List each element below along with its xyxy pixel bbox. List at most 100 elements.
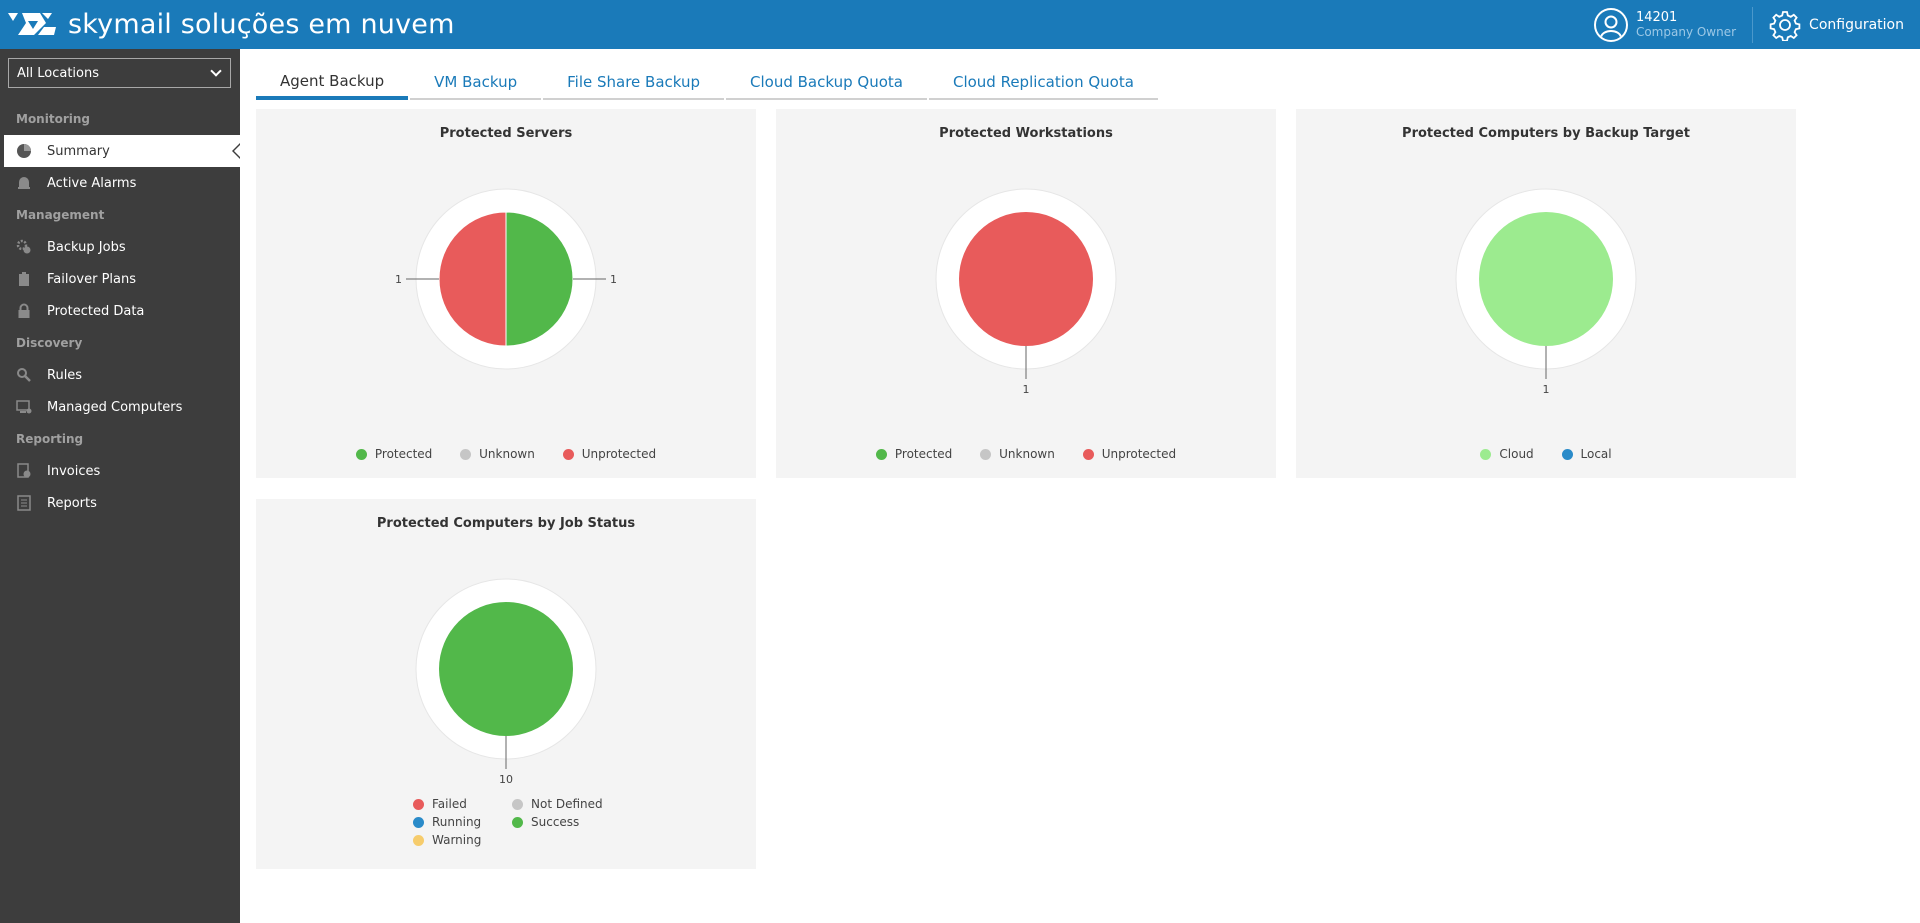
sidebar-item-label: Protected Data bbox=[47, 303, 145, 319]
chart-legend: Failed Not Defined Running Success Warni… bbox=[413, 797, 622, 847]
chevron-down-icon bbox=[210, 65, 222, 77]
backup-tabs: Agent Backup VM Backup File Share Backup… bbox=[256, 66, 1160, 100]
legend-label: Protected bbox=[374, 447, 433, 461]
pie-slice-cloud bbox=[1479, 212, 1613, 346]
sidebar-item-label: Failover Plans bbox=[47, 271, 137, 287]
sidebar-item-managed-computers[interactable]: Managed Computers bbox=[0, 391, 240, 423]
legend-swatch bbox=[1082, 448, 1094, 460]
sidebar-item-label: Backup Jobs bbox=[47, 239, 126, 255]
legend-label: Not Defined bbox=[531, 797, 603, 811]
pie-chart: 10 bbox=[415, 578, 597, 786]
search-gear-icon bbox=[17, 368, 31, 382]
chart-title: Protected Computers by Backup Target bbox=[1402, 126, 1690, 141]
sidebar-item-reports[interactable]: Reports bbox=[0, 487, 240, 519]
pie-slice-success bbox=[439, 602, 573, 736]
chart-title: Protected Computers by Job Status bbox=[376, 516, 636, 531]
sidebar-item-active-alarms[interactable]: Active Alarms bbox=[0, 167, 240, 199]
legend-swatch bbox=[562, 448, 574, 460]
computer-gear-icon bbox=[16, 400, 32, 414]
legend-item-unknown[interactable]: Unknown bbox=[980, 447, 1055, 461]
data-label: 1 bbox=[1543, 383, 1550, 396]
legend-label: Protected bbox=[894, 447, 953, 461]
gear-icon bbox=[1769, 10, 1801, 41]
legend-label: Success bbox=[531, 815, 580, 829]
location-select-value: All Locations bbox=[17, 65, 100, 81]
legend-item-failed[interactable]: Failed bbox=[413, 797, 512, 811]
tab-file-share-backup[interactable]: File Share Backup bbox=[543, 66, 725, 100]
legend-item-success[interactable]: Success bbox=[512, 815, 622, 829]
legend-item-unknown[interactable]: Unknown bbox=[460, 447, 535, 461]
chart-legend: Cloud Local bbox=[1296, 447, 1796, 463]
legend-label: Failed bbox=[432, 797, 467, 811]
sidebar-item-summary[interactable]: Summary bbox=[4, 135, 241, 167]
legend-item-not-defined[interactable]: Not Defined bbox=[512, 797, 622, 811]
sidebar-item-rules[interactable]: Rules bbox=[0, 359, 240, 391]
pie-chart: 1 bbox=[1455, 188, 1637, 396]
legend-item-local[interactable]: Local bbox=[1561, 447, 1612, 461]
tab-agent-backup[interactable]: Agent Backup bbox=[256, 66, 409, 100]
legend-item-cloud[interactable]: Cloud bbox=[1480, 447, 1534, 461]
tab-cloud-replication-quota[interactable]: Cloud Replication Quota bbox=[928, 66, 1158, 100]
skymail-logo-icon bbox=[8, 12, 56, 35]
legend-item-warning[interactable]: Warning bbox=[413, 833, 512, 847]
data-label: 1 bbox=[610, 273, 617, 286]
user-menu[interactable]: 14201 Company Owner bbox=[1593, 6, 1754, 43]
gear-sync-icon bbox=[16, 239, 31, 254]
legend-label: Warning bbox=[432, 833, 482, 847]
sidebar-item-failover-plans[interactable]: Failover Plans bbox=[0, 263, 240, 295]
pie-slice-unprotected bbox=[438, 211, 507, 347]
legend-swatch bbox=[355, 448, 367, 460]
brand-name: skymail soluções em nuvem bbox=[68, 9, 455, 40]
chart-card-protected-workstations: Protected Workstations 1 Protected Unkno… bbox=[776, 109, 1276, 478]
nav-section-management: Management bbox=[16, 208, 105, 222]
pie-chart-icon bbox=[17, 144, 31, 158]
data-label: 10 bbox=[499, 773, 513, 786]
data-label: 1 bbox=[395, 273, 402, 286]
legend-label: Local bbox=[1580, 447, 1612, 461]
sidebar-item-label: Reports bbox=[47, 495, 97, 511]
nav-section-reporting: Reporting bbox=[16, 432, 84, 446]
legend-label: Unprotected bbox=[1101, 447, 1177, 461]
chart-legend: Protected Unknown Unprotected bbox=[776, 447, 1276, 463]
legend-swatch bbox=[875, 448, 887, 460]
tab-cloud-backup-quota[interactable]: Cloud Backup Quota bbox=[726, 66, 927, 100]
user-role: Company Owner bbox=[1635, 24, 1737, 39]
legend-label: Running bbox=[432, 815, 482, 829]
configuration-label: Configuration bbox=[1809, 16, 1904, 33]
user-avatar-icon bbox=[1593, 7, 1628, 42]
legend-item-protected[interactable]: Protected bbox=[875, 447, 953, 461]
location-select[interactable]: All Locations bbox=[8, 58, 231, 88]
legend-label: Unprotected bbox=[581, 447, 657, 461]
brand-logo[interactable]: skymail soluções em nuvem bbox=[8, 9, 455, 41]
user-id: 14201 bbox=[1635, 9, 1678, 25]
legend-label: Cloud bbox=[1499, 447, 1534, 461]
legend-swatch bbox=[413, 798, 424, 810]
sidebar-item-backup-jobs[interactable]: Backup Jobs bbox=[0, 231, 240, 263]
chart-card-job-status: Protected Computers by Job Status 10 Fai… bbox=[256, 499, 756, 869]
legend-item-protected[interactable]: Protected bbox=[355, 447, 433, 461]
sidebar-item-label: Summary bbox=[47, 143, 110, 159]
sidebar-item-protected-data[interactable]: Protected Data bbox=[0, 295, 240, 327]
chart-legend: Protected Unknown Unprotected bbox=[256, 447, 756, 463]
legend-swatch bbox=[413, 834, 424, 846]
configuration-button[interactable]: Configuration bbox=[1769, 9, 1904, 41]
legend-item-running[interactable]: Running bbox=[413, 815, 512, 829]
legend-label: Unknown bbox=[999, 447, 1055, 461]
tab-vm-backup[interactable]: VM Backup bbox=[410, 66, 542, 100]
sidebar-nav: Monitoring Summary Active Alarms Managem… bbox=[0, 103, 241, 519]
data-label: 1 bbox=[1023, 383, 1030, 396]
clipboard-icon bbox=[19, 272, 29, 286]
nav-section-monitoring: Monitoring bbox=[16, 112, 90, 126]
legend-item-unprotected[interactable]: Unprotected bbox=[562, 447, 657, 461]
sidebar: All Locations Monitoring Summary Active … bbox=[0, 49, 241, 923]
sidebar-item-label: Managed Computers bbox=[47, 399, 183, 415]
sidebar-item-invoices[interactable]: Invoices bbox=[0, 455, 240, 487]
legend-item-unprotected[interactable]: Unprotected bbox=[1082, 447, 1177, 461]
legend-swatch bbox=[512, 816, 523, 828]
pie-chart: 11 bbox=[395, 188, 617, 370]
pie-slice-unprotected bbox=[959, 212, 1093, 346]
chart-title: Protected Workstations bbox=[939, 126, 1113, 141]
sidebar-item-label: Invoices bbox=[47, 463, 101, 479]
chart-card-backup-target: Protected Computers by Backup Target 1 C… bbox=[1296, 109, 1796, 478]
